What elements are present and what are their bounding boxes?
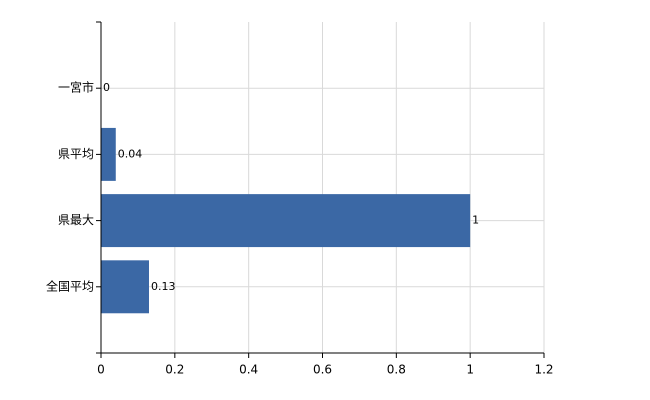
- x-tick-label: 0.8: [387, 363, 406, 377]
- y-tick-label: 全国平均: [46, 278, 94, 293]
- x-tick-label: 0.6: [313, 363, 332, 377]
- y-tick-label: 県最大: [58, 213, 94, 227]
- value-label: 0.04: [118, 147, 142, 160]
- bar: [101, 127, 116, 181]
- bar: [101, 194, 471, 248]
- x-tick-label: 1: [466, 363, 474, 377]
- value-label: 0.13: [151, 280, 176, 293]
- x-tick-label: 1.2: [534, 363, 553, 377]
- x-tick-label: 0: [97, 363, 105, 377]
- x-tick-label: 0.2: [165, 363, 184, 377]
- x-tick-label: 0.4: [239, 363, 258, 377]
- bar: [101, 260, 149, 314]
- value-label: 0: [103, 81, 110, 94]
- value-label: 1: [472, 214, 479, 227]
- y-tick-label: 一宮市: [58, 80, 94, 95]
- y-tick-label: 県平均: [58, 147, 94, 161]
